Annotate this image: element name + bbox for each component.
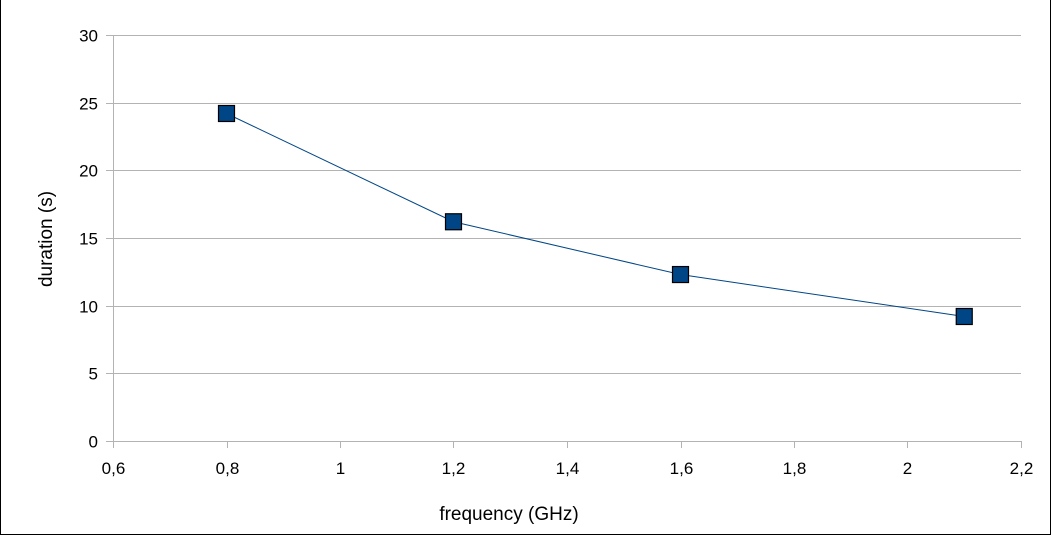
x-tick-label: 1,2 — [442, 459, 466, 478]
data-point-marker — [217, 104, 236, 123]
y-tick-label: 5 — [89, 365, 98, 384]
y-tick-label: 10 — [79, 298, 98, 317]
x-tick-label: 2,2 — [1010, 459, 1034, 478]
gridlines — [113, 35, 1021, 374]
y-tick-label: 20 — [79, 162, 98, 181]
x-axis-title: frequency (GHz) — [439, 504, 578, 525]
y-tick-label: 30 — [79, 27, 98, 46]
data-point-marker — [671, 265, 690, 284]
axes — [106, 35, 1022, 448]
y-tick-label: 15 — [79, 230, 98, 249]
x-tick-label: 0,6 — [102, 459, 126, 478]
y-tick-labels: 0 5 10 15 20 25 30 — [79, 27, 98, 452]
x-tick-label: 1 — [336, 459, 345, 478]
data-point-marker — [955, 307, 973, 326]
x-tick-label: 1,4 — [556, 459, 580, 478]
x-tick-label: 0,8 — [216, 459, 240, 478]
x-tick-label: 1,8 — [783, 459, 807, 478]
series-group — [217, 104, 973, 326]
y-axis-title: duration (s) — [36, 191, 57, 287]
series-line — [226, 113, 965, 317]
y-tick-label: 0 — [89, 433, 98, 452]
x-tick-label: 2 — [903, 459, 912, 478]
x-tick-labels: 0,6 0,8 1 1,2 1,4 1,6 1,8 2 2,2 — [102, 459, 1034, 478]
data-point-marker — [444, 213, 463, 231]
y-tick-label: 25 — [79, 95, 98, 114]
x-tick-label: 1,6 — [670, 459, 694, 478]
